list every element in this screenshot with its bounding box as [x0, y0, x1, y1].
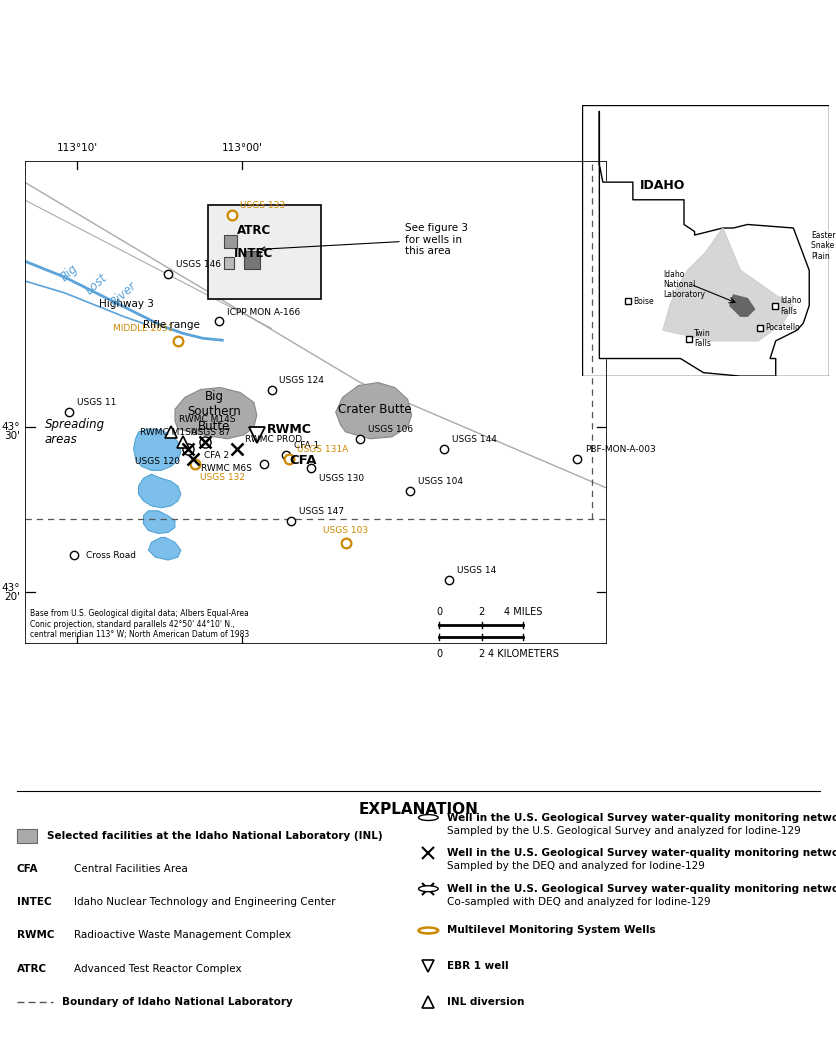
- Text: Co-sampled with DEQ and analyzed for Iodine-129: Co-sampled with DEQ and analyzed for Iod…: [446, 897, 710, 907]
- Text: USGS 11: USGS 11: [77, 398, 116, 408]
- Text: Sampled by the U.S. Geological Survey and analyzed for Iodine-129: Sampled by the U.S. Geological Survey an…: [446, 826, 800, 836]
- Polygon shape: [599, 112, 808, 376]
- Text: 20': 20': [4, 591, 20, 602]
- Text: Spreading
areas: Spreading areas: [45, 418, 104, 446]
- Text: Boundary of Idaho National Laboratory: Boundary of Idaho National Laboratory: [62, 997, 292, 1006]
- Text: ATRC: ATRC: [17, 963, 47, 974]
- Text: Central Facilities Area: Central Facilities Area: [74, 864, 187, 874]
- Circle shape: [418, 886, 438, 891]
- Bar: [244, 252, 259, 270]
- Text: ATRC: ATRC: [237, 224, 271, 237]
- Text: CFA: CFA: [289, 455, 317, 467]
- Text: Cross Road: Cross Road: [86, 551, 136, 560]
- Text: USGS 146: USGS 146: [176, 260, 221, 270]
- Text: CFA: CFA: [17, 864, 38, 874]
- Polygon shape: [175, 388, 257, 439]
- Text: Idaho Nuclear Technology and Engineering Center: Idaho Nuclear Technology and Engineering…: [74, 898, 335, 907]
- Text: Idaho
National
Laboratory: Idaho National Laboratory: [662, 270, 704, 299]
- Text: Advanced Test Reactor Complex: Advanced Test Reactor Complex: [74, 963, 242, 974]
- Text: USGS 131A: USGS 131A: [297, 444, 348, 454]
- Text: 0: 0: [436, 649, 441, 658]
- Text: RWMC M1SA: RWMC M1SA: [140, 427, 196, 437]
- Text: River: River: [108, 280, 140, 309]
- Text: EBR 1 well: EBR 1 well: [446, 961, 508, 971]
- Text: ICPP MON A-166: ICPP MON A-166: [227, 307, 300, 317]
- Bar: [207, 205, 320, 299]
- Text: USGS 144: USGS 144: [451, 435, 497, 444]
- Polygon shape: [134, 428, 181, 470]
- Circle shape: [418, 928, 438, 933]
- Polygon shape: [143, 511, 175, 533]
- Text: CFA 2: CFA 2: [204, 450, 229, 460]
- Text: CFA 1: CFA 1: [294, 441, 319, 449]
- Text: IDAHO: IDAHO: [640, 179, 685, 192]
- Bar: [224, 235, 237, 248]
- Text: Sampled by the DEQ and analyzed for Iodine-129: Sampled by the DEQ and analyzed for Iodi…: [446, 861, 704, 872]
- Text: Crater Butte: Crater Butte: [338, 402, 411, 416]
- Text: Well in the U.S. Geological Survey water-quality monitoring network—: Well in the U.S. Geological Survey water…: [446, 849, 836, 858]
- Text: USGS 14: USGS 14: [456, 566, 496, 575]
- FancyBboxPatch shape: [17, 829, 37, 843]
- Text: See figure 3
for wells in
this area: See figure 3 for wells in this area: [261, 223, 467, 256]
- Text: USGS 87: USGS 87: [191, 427, 230, 437]
- Text: INL diversion: INL diversion: [446, 997, 524, 1006]
- Text: EXPLANATION: EXPLANATION: [358, 802, 478, 816]
- Text: USGS 106: USGS 106: [368, 425, 413, 434]
- Polygon shape: [729, 295, 754, 317]
- Text: RWMC M6S: RWMC M6S: [201, 464, 251, 473]
- Text: USGS 132: USGS 132: [199, 473, 244, 482]
- Text: USGS 147: USGS 147: [298, 507, 344, 516]
- Polygon shape: [148, 537, 181, 560]
- Text: Well in the U.S. Geological Survey water-quality monitoring network—: Well in the U.S. Geological Survey water…: [446, 813, 836, 822]
- Text: Well in the U.S. Geological Survey water-quality monitoring network—: Well in the U.S. Geological Survey water…: [446, 884, 836, 893]
- Text: 113°10': 113°10': [57, 143, 98, 153]
- Text: RWMC PROD: RWMC PROD: [245, 435, 302, 444]
- Text: Big: Big: [58, 262, 81, 284]
- Text: INTEC: INTEC: [234, 248, 273, 260]
- Text: Multilevel Monitoring System Wells: Multilevel Monitoring System Wells: [446, 926, 655, 935]
- Text: RWMC M14S: RWMC M14S: [179, 415, 235, 424]
- Text: MIDDLE 2051: MIDDLE 2051: [112, 324, 173, 333]
- Text: 43°: 43°: [2, 422, 20, 432]
- Text: USGS 120: USGS 120: [135, 458, 180, 466]
- Text: Eastern
Snake River
Plain: Eastern Snake River Plain: [810, 231, 836, 260]
- Text: 0: 0: [436, 607, 441, 618]
- Circle shape: [418, 815, 438, 820]
- Text: 2: 2: [478, 607, 484, 618]
- Text: Big
Southern
Butte: Big Southern Butte: [187, 390, 241, 433]
- Text: RWMC: RWMC: [17, 930, 54, 941]
- Text: Boise: Boise: [632, 297, 653, 306]
- Text: 30': 30': [4, 431, 20, 441]
- Text: Idaho
Falls: Idaho Falls: [779, 297, 800, 316]
- Text: Lost: Lost: [83, 271, 110, 297]
- Text: 113°00': 113°00': [222, 143, 263, 153]
- Text: Highway 3: Highway 3: [99, 299, 154, 308]
- Text: USGS 133: USGS 133: [240, 201, 285, 210]
- Text: USGS 103: USGS 103: [323, 527, 368, 535]
- Text: INTEC: INTEC: [17, 898, 51, 907]
- Text: USGS 104: USGS 104: [417, 478, 462, 486]
- Text: Selected facilities at the Idaho National Laboratory (INL): Selected facilities at the Idaho Nationa…: [47, 831, 382, 841]
- Text: RWMC: RWMC: [267, 423, 311, 437]
- Text: USGS 130: USGS 130: [319, 474, 364, 483]
- Text: 2: 2: [478, 649, 484, 658]
- Text: 4 KILOMETERS: 4 KILOMETERS: [487, 649, 558, 658]
- Text: USGS 124: USGS 124: [279, 375, 324, 385]
- Text: Twin
Falls: Twin Falls: [693, 329, 710, 348]
- Text: Radioactive Waste Management Complex: Radioactive Waste Management Complex: [74, 930, 291, 941]
- Text: PBF-MON-A-003: PBF-MON-A-003: [584, 444, 655, 454]
- Polygon shape: [138, 474, 181, 508]
- Polygon shape: [335, 382, 411, 439]
- Polygon shape: [662, 228, 793, 341]
- Text: Pocatello: Pocatello: [764, 323, 799, 332]
- Text: 43°: 43°: [2, 583, 20, 593]
- Text: Rifle range: Rifle range: [143, 321, 200, 330]
- Text: 4 MILES: 4 MILES: [503, 607, 542, 618]
- Bar: [224, 257, 234, 270]
- Text: Base from U.S. Geological digital data; Albers Equal-Area
Conic projection, stan: Base from U.S. Geological digital data; …: [30, 609, 249, 638]
